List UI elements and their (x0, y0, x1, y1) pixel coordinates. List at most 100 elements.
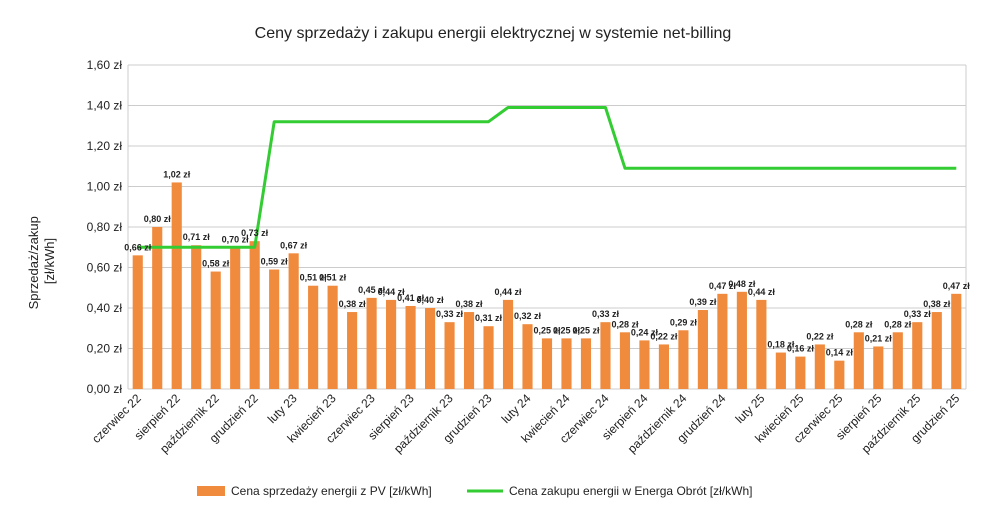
x-tick-label: luty 23 (265, 391, 300, 426)
bar (639, 340, 650, 389)
bar-data-label: 0,47 zł (709, 281, 737, 291)
bar (191, 245, 202, 389)
bar-data-label: 0,44 zł (748, 287, 776, 297)
y-tick-label: 1,20 zł (87, 139, 123, 153)
bar (756, 299, 767, 389)
bar-data-label: 0,39 zł (689, 297, 717, 307)
bar-data-label: 0,18 zł (767, 340, 795, 350)
bar (386, 299, 397, 389)
y-tick-label: 1,60 zł (87, 58, 123, 72)
bar (951, 293, 962, 389)
bar-data-label: 0,38 zł (339, 299, 367, 309)
bar (834, 360, 845, 389)
bar-data-label: 0,45 zł (358, 285, 386, 295)
bar-data-label: 0,38 zł (456, 299, 484, 309)
bar-data-label: 0,66 zł (124, 242, 152, 252)
bar-data-label: 0,28 zł (611, 319, 639, 329)
bar-data-label: 0,48 zł (728, 279, 756, 289)
bar-data-label: 0,40 zł (417, 295, 445, 305)
bar-data-label: 0,44 zł (378, 287, 406, 297)
bar (580, 338, 592, 389)
bar (366, 297, 377, 389)
bar (425, 308, 436, 389)
bar-data-label: 0,41 zł (397, 293, 425, 303)
y-tick-labels: 0,00 zł 0,20 zł 0,40 zł 0,60 zł 0,80 zł 1,00 … (87, 58, 123, 396)
bar (522, 324, 533, 389)
bar (347, 312, 358, 389)
bar (502, 299, 514, 389)
bar-data-label: 0,44 zł (495, 287, 523, 297)
bar-data-label: 0,25 zł (553, 325, 581, 335)
y-tick-label: 0,60 zł (87, 261, 123, 275)
bar-data-label: 0,21 zł (865, 333, 893, 343)
y-axis-label: Sprzedaż/zakup [zł/kWh] (26, 213, 57, 310)
bar (308, 285, 319, 389)
y-axis-label-line-2: [zł/kWh] (42, 238, 57, 284)
bar-data-label: 0,24 zł (631, 327, 659, 337)
bar-data-label: 0,33 zł (436, 309, 464, 319)
bar-data-label: 0,25 zł (533, 325, 561, 335)
bar-data-label: 0,14 zł (826, 348, 854, 358)
y-tick-label: 0,00 zł (87, 382, 123, 396)
bar (658, 344, 669, 389)
bar (892, 332, 903, 389)
gridlines (127, 64, 967, 390)
bar-data-label: 0,25 zł (572, 325, 600, 335)
y-tick-label: 0,80 zł (87, 220, 123, 234)
bar (795, 356, 806, 389)
y-tick-label: 1,40 zł (87, 99, 123, 113)
bar-data-label: 0,47 zł (943, 281, 971, 291)
bar (444, 322, 455, 389)
bar-data-label: 0,28 zł (884, 319, 912, 329)
y-tick-label: 0,20 zł (87, 342, 123, 356)
bar (249, 241, 260, 389)
bar (132, 255, 143, 389)
bar-data-label: 0,38 zł (923, 299, 951, 309)
bar-data-label: 0,51 zł (300, 273, 328, 283)
bar (736, 291, 747, 389)
bar (171, 182, 182, 389)
bar-data-label: 0,71 zł (183, 232, 211, 242)
data-labels: 0,66 zł 0,80 zł 1,02 zł 0,71 zł 0,58 zł 0,70 … (124, 169, 970, 357)
bar-data-label: 0,31 zł (475, 313, 503, 323)
legend: Cena sprzedaży energii z PV [zł/kWh] Cen… (197, 484, 752, 498)
bar (230, 247, 241, 389)
y-tick-label: 0,40 zł (87, 301, 123, 315)
bar-data-label: 0,33 zł (592, 309, 620, 319)
bar (405, 305, 416, 389)
legend-label-purchase: Cena zakupu energii w Energa Obrót [zł/k… (509, 484, 752, 498)
bar-data-label: 1,02 zł (163, 169, 191, 179)
x-tick-label: luty 24 (499, 391, 534, 426)
bar (873, 346, 884, 389)
bar (269, 269, 280, 389)
bar-data-label: 0,32 zł (514, 311, 542, 321)
bar-data-label: 0,16 zł (787, 344, 815, 354)
bar-data-label: 0,80 zł (144, 214, 172, 224)
bar-data-label: 0,51 zł (319, 273, 347, 283)
bar (717, 293, 728, 389)
bar (678, 330, 689, 389)
bar (561, 338, 572, 389)
bar (775, 352, 786, 389)
bar (463, 312, 475, 389)
chart-title: Ceny sprzedaży i zakupu energii elektryc… (255, 25, 732, 42)
x-tick-label: luty 25 (733, 391, 768, 426)
bar-data-label: 0,70 zł (222, 234, 250, 244)
bar-data-label: 0,58 zł (202, 259, 230, 269)
bar (327, 285, 338, 389)
bar (483, 326, 494, 389)
bar (697, 310, 708, 389)
bar-data-label: 0,28 zł (845, 319, 873, 329)
purchase-price-series-line (137, 106, 957, 249)
purchase-price-line (137, 106, 957, 249)
bar-data-label: 0,73 zł (241, 228, 269, 238)
legend-swatch-sales (197, 486, 225, 496)
bars (132, 182, 962, 389)
bar (541, 338, 553, 389)
bar (152, 227, 163, 389)
legend-label-sales: Cena sprzedaży energii z PV [zł/kWh] (231, 484, 432, 498)
bar-data-label: 0,22 zł (806, 331, 834, 341)
bar (619, 332, 631, 389)
bar (600, 322, 611, 389)
